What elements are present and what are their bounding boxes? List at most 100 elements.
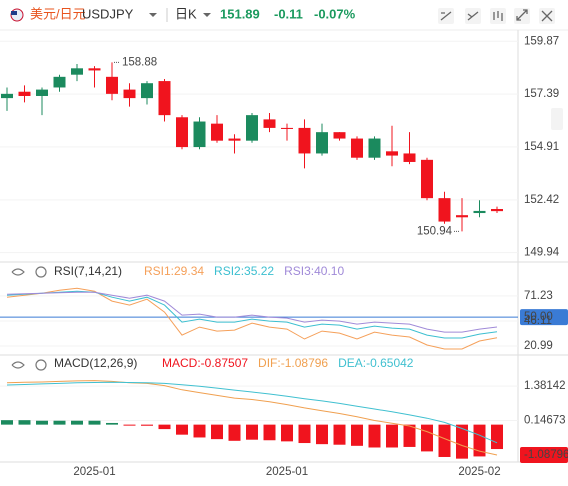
candle-body (71, 68, 83, 75)
candle-body (386, 151, 398, 156)
candle-body (141, 83, 153, 99)
candle-body (228, 138, 241, 141)
y-tick-label: 50.00 (524, 311, 553, 323)
candle-body (281, 127, 293, 129)
y-tick-label: 159.87 (524, 35, 559, 47)
candle-body (1, 93, 13, 99)
x-tick-label: 2025-01 (266, 466, 308, 478)
candle-body (193, 121, 206, 148)
legend-entry: DEA:-0.65042 (338, 356, 414, 370)
gear-icon[interactable] (35, 359, 47, 371)
histogram-bar (298, 424, 311, 444)
candle-body (53, 76, 66, 88)
histogram-bar (71, 420, 83, 425)
histogram-bar (386, 424, 398, 448)
candle-body (123, 89, 136, 99)
histogram-bar (281, 424, 293, 442)
symbol-dropdown[interactable] (149, 13, 157, 17)
price: 151.89 (220, 6, 260, 21)
annotation: 150.94 (417, 225, 453, 237)
indicator-line (6, 287, 498, 350)
legend-entry: RSI3:40.10 (284, 264, 344, 278)
gear-icon[interactable] (35, 266, 47, 278)
y-tick-label: 71.23 (524, 290, 553, 302)
candle-body (158, 81, 171, 116)
indicator-line (6, 381, 498, 444)
indicator-title: MACD(12,26,9) (54, 356, 137, 370)
candle-body (263, 119, 276, 128)
histogram-bar (88, 420, 101, 425)
histogram-bar (246, 424, 258, 440)
period[interactable]: 日K (175, 6, 197, 21)
candle-body (246, 115, 258, 141)
histogram-bar (403, 424, 416, 447)
y-tick-label: 149.94 (524, 247, 560, 259)
candle-body (456, 215, 468, 218)
change: -0.11 (274, 6, 303, 21)
legend-entry: DIF:-1.08796 (258, 356, 328, 370)
candle-body (176, 117, 188, 148)
histogram-bar (333, 424, 346, 445)
candle-body (403, 153, 416, 162)
flag (10, 8, 24, 22)
x-tick-label: 2025-01 (73, 466, 115, 478)
histogram-bar (123, 424, 136, 426)
y-tick-label: 152.42 (524, 194, 559, 206)
histogram-bar (421, 424, 433, 452)
y-tick-label: 1.38142 (524, 380, 566, 392)
tool-compare[interactable] (465, 8, 481, 24)
side-handle[interactable] (551, 108, 563, 130)
indicator-line (6, 291, 498, 333)
tool-draw[interactable] (438, 8, 454, 24)
tool-fullscreen[interactable] (514, 8, 530, 24)
histogram-bar (316, 424, 328, 445)
histogram-bar (456, 424, 468, 459)
candle-body (18, 91, 31, 96)
histogram-bar (263, 424, 276, 441)
tool-indicator[interactable] (490, 8, 506, 24)
symbol: USDJPY (82, 6, 134, 21)
candle-body (473, 210, 486, 214)
candle-body (351, 138, 363, 158)
indicator-title: RSI(7,14,21) (54, 264, 122, 278)
candle-body (491, 209, 503, 212)
histogram-bar (141, 424, 153, 426)
candle-body (368, 138, 381, 158)
pair-name: 美元/日元 (30, 6, 86, 21)
candle-body (438, 198, 451, 222)
candle-body (298, 127, 311, 154)
y-tick-label: 46.11 (524, 315, 552, 327)
histogram-bar (491, 424, 503, 450)
histogram-bar (351, 424, 363, 446)
tick-highlight (520, 309, 568, 326)
candle-body (88, 68, 101, 71)
candle-body (421, 159, 433, 199)
annotation: 158.88 (122, 56, 157, 68)
eye-icon[interactable] (11, 268, 25, 276)
histogram-bar (53, 420, 66, 425)
histogram-bar (106, 422, 118, 425)
histogram-bar (158, 424, 171, 430)
histogram-bar (176, 424, 188, 435)
y-tick-label: -1.08796 (524, 449, 568, 461)
toolbar (438, 8, 555, 24)
tool-settings[interactable] (539, 8, 555, 24)
candle-body (36, 89, 48, 96)
macd-icons (11, 359, 47, 371)
x-tick-label: 2025-02 (458, 466, 500, 478)
histogram-bar (18, 420, 31, 425)
y-tick-label: 157.39 (524, 88, 559, 100)
change-pct: -0.07% (314, 6, 356, 21)
candle-body (106, 76, 118, 94)
indicator-line (6, 380, 498, 456)
histogram-bar (438, 424, 451, 457)
candle-body (333, 132, 346, 139)
period-dropdown[interactable] (203, 13, 211, 17)
histogram-bar (36, 420, 48, 425)
legend-entry: MACD:-0.87507 (162, 356, 248, 370)
eye-icon[interactable] (11, 361, 25, 369)
histogram-bar (228, 424, 241, 441)
histogram-bar (368, 424, 381, 448)
